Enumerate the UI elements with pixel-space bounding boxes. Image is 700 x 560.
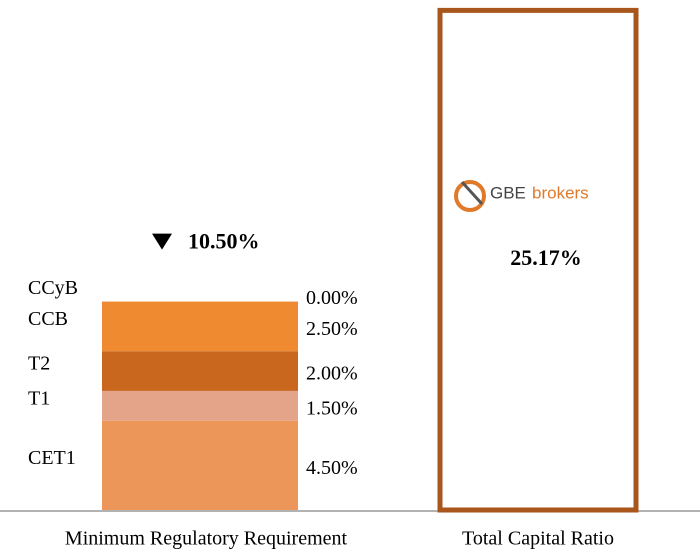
segment-value-label: 1.50% [306, 397, 358, 419]
segment-name: CCB [28, 308, 68, 330]
bar-segment [102, 420, 298, 510]
value-label: 25.17% [510, 245, 582, 270]
segment-name: CCyB [28, 277, 78, 299]
segment-value-label: 0.00% [306, 287, 358, 309]
segment-name: T2 [28, 353, 50, 375]
bar-segment [102, 301, 298, 352]
segment-value-label: 2.00% [306, 363, 358, 385]
segment-value-label: 2.50% [306, 318, 358, 340]
segment-name: CET1 [28, 447, 76, 469]
segment-value-label: 4.50% [306, 457, 358, 479]
logo-box [446, 160, 632, 232]
total-marker [152, 233, 172, 250]
logo-text: brokers [532, 183, 589, 202]
category-label: Total Capital Ratio [462, 528, 614, 550]
logo-text: GBE [490, 183, 526, 202]
logo-icon [454, 180, 486, 212]
bar [437, 7, 639, 513]
category-label: Minimum Regulatory Requirement [65, 528, 348, 550]
bar-segment [102, 351, 298, 391]
segment-name: T1 [28, 387, 50, 409]
bar-segment [102, 390, 298, 421]
total-label: 10.50% [188, 229, 260, 254]
logo-icon-stroke [460, 180, 484, 206]
